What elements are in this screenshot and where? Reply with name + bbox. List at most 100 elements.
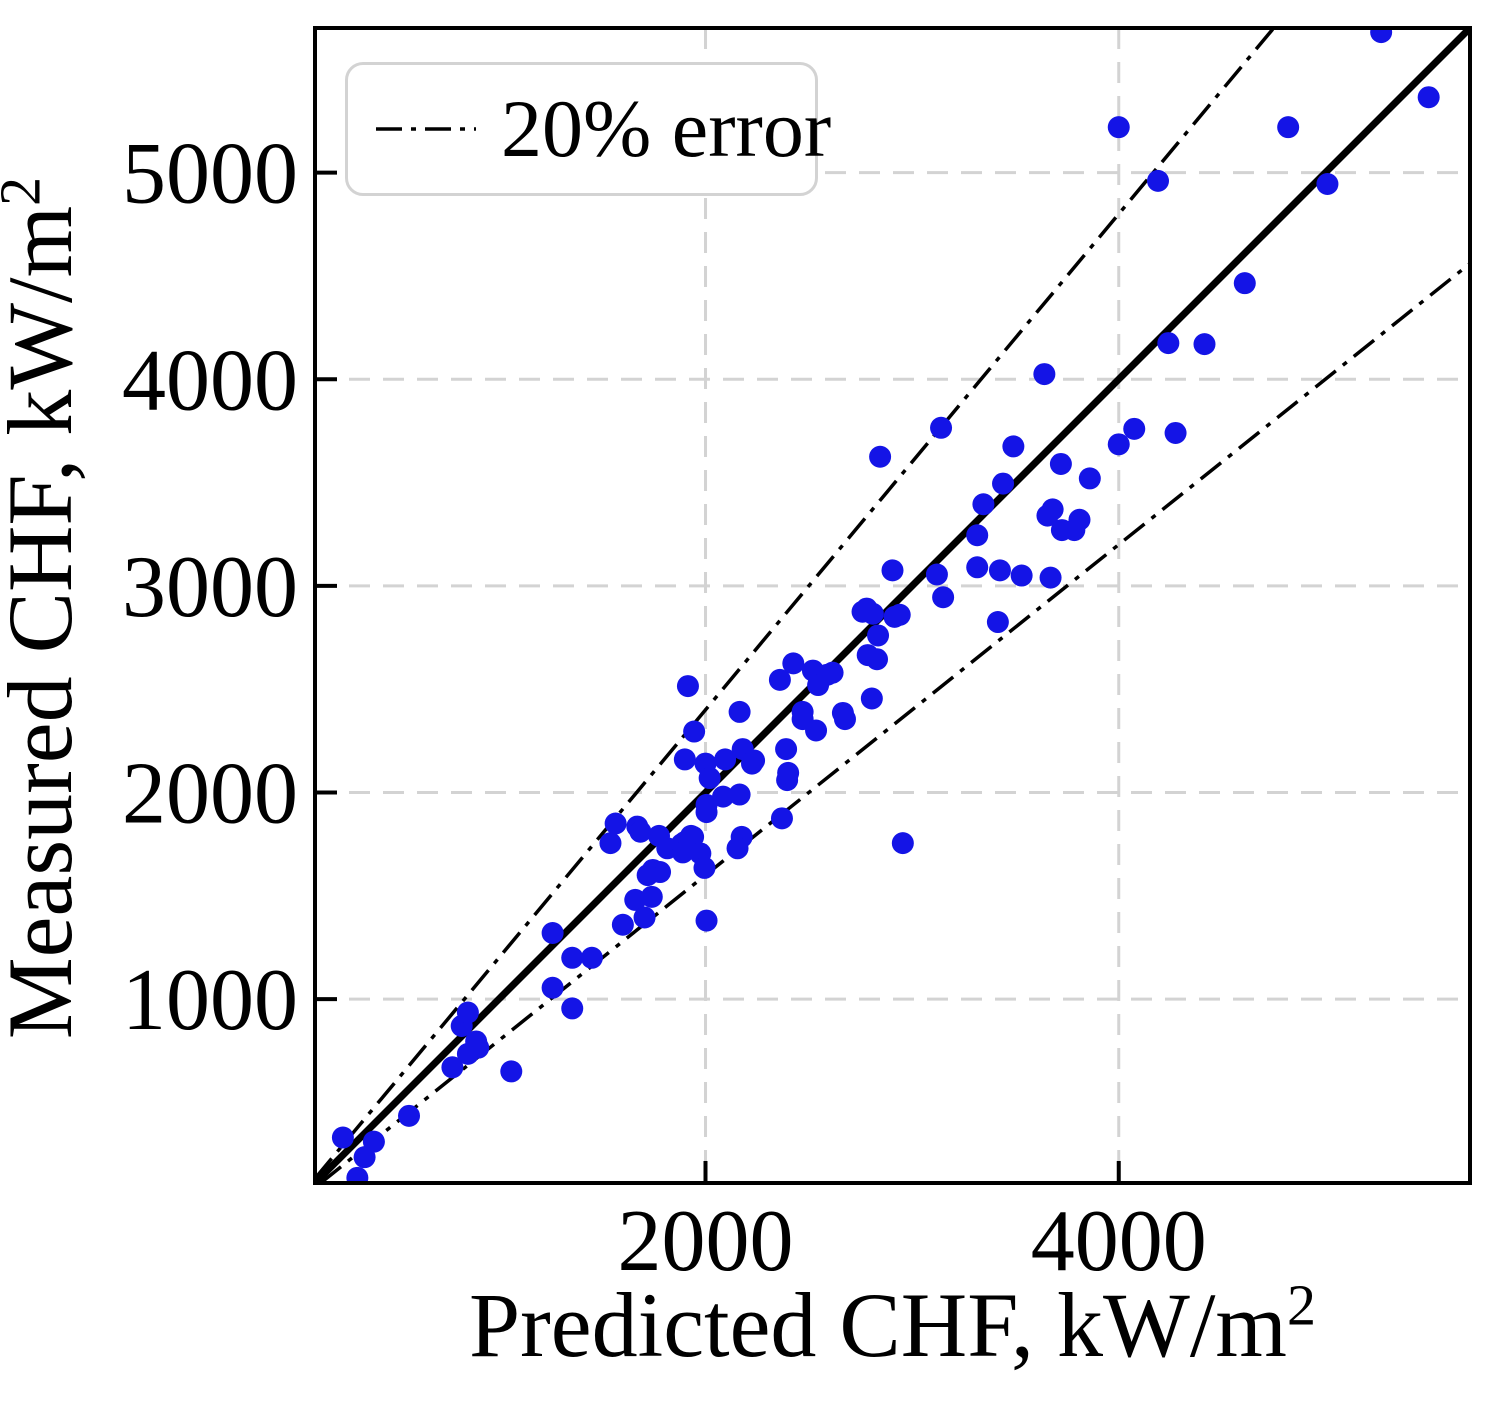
scatter-point <box>972 493 995 516</box>
scatter-point <box>640 885 663 908</box>
x-axis-label: Predicted CHF, kW/m2 <box>315 1272 1470 1378</box>
scatter-point <box>891 832 914 855</box>
y-tick-label: 1000 <box>122 952 298 1049</box>
y-axis-label-superscript: 2 <box>0 177 52 206</box>
scatter-point <box>966 524 989 547</box>
scatter-point <box>1068 508 1091 531</box>
scatter-point <box>986 611 1009 634</box>
scatter-point <box>633 906 656 929</box>
y-tick-label: 4000 <box>122 332 298 429</box>
scatter-point <box>671 841 694 864</box>
scatter-point <box>1316 172 1339 195</box>
scatter-point <box>1370 28 1393 44</box>
reference-lines <box>315 28 1470 1183</box>
scatter-point <box>695 793 718 816</box>
scatter-point <box>1039 566 1062 589</box>
scatter-point <box>682 825 705 848</box>
axes: 2000 4000 1000 2000 3000 4000 5000 <box>122 26 1472 1290</box>
scatter-point <box>988 559 1011 582</box>
scatter-point <box>1010 564 1033 587</box>
scatter-point <box>768 668 791 691</box>
scatter-point <box>728 700 751 723</box>
scatter-point <box>1123 417 1146 440</box>
scatter-point <box>693 856 716 879</box>
scatter-point <box>676 675 699 698</box>
scatter-point <box>881 559 904 582</box>
x-axis-label-text: Predicted CHF, kW/m <box>469 1274 1287 1376</box>
scatter-point <box>1147 169 1170 192</box>
scatter-point <box>561 997 584 1020</box>
scatter-point <box>500 1060 523 1083</box>
x-tick-label: 4000 <box>1031 1193 1207 1290</box>
y-tick-label: 2000 <box>122 745 298 842</box>
scatter-point <box>580 946 603 969</box>
scatter-point <box>1049 452 1072 475</box>
scatter-point <box>695 909 718 932</box>
scatter-point <box>714 748 737 771</box>
scatter-point <box>456 1042 479 1065</box>
scatter-point <box>346 1166 369 1183</box>
scatter-point <box>866 648 889 671</box>
scatter-point <box>1033 363 1056 386</box>
scatter-point <box>599 832 622 855</box>
scatter-point <box>1107 116 1130 139</box>
scatter-point <box>1157 332 1180 355</box>
y-tick-label: 5000 <box>122 126 298 223</box>
scatter-point <box>805 719 828 742</box>
scatter-point <box>1107 433 1130 456</box>
scatter-point <box>1193 333 1216 356</box>
scatter-point <box>683 720 706 743</box>
scatter-point <box>624 888 647 911</box>
error-line-minus20 <box>319 262 1470 1183</box>
scatter-point <box>728 783 751 806</box>
scatter-point <box>629 820 652 843</box>
scatter-point <box>604 812 627 835</box>
scatter-point <box>782 652 805 675</box>
scatter-point <box>441 1056 464 1079</box>
plot-border <box>313 26 1472 1185</box>
y-axis-label-text: Measured CHF, kW/m <box>0 205 91 1040</box>
legend-dashdot-line-icon <box>376 127 476 131</box>
scatter-point <box>1164 421 1187 444</box>
scatter-point <box>673 748 696 771</box>
scatter-point <box>1002 435 1025 458</box>
scatter-point <box>861 602 884 625</box>
scatter-point <box>1078 467 1101 490</box>
scatter-point <box>698 767 721 790</box>
scatter-point <box>541 921 564 944</box>
scatter-point <box>775 738 798 761</box>
scatter-point <box>611 913 634 936</box>
scatter-series <box>331 28 1440 1183</box>
scatter-point <box>966 556 989 579</box>
scatter-point <box>726 837 749 860</box>
y-tick-label: 3000 <box>122 539 298 636</box>
scatter-point <box>860 687 883 710</box>
x-tick-label: 2000 <box>618 1193 794 1290</box>
scatter-point <box>821 661 844 684</box>
error-line-plus20 <box>315 28 1276 1180</box>
scatter-point <box>636 864 659 887</box>
scatter-point <box>456 1001 479 1024</box>
scatter-point <box>930 416 953 439</box>
scatter-point <box>833 708 856 731</box>
scatter-point <box>743 749 766 772</box>
scatter-point <box>353 1146 376 1169</box>
scatter-point <box>712 785 735 808</box>
legend: 20% error <box>345 62 831 196</box>
scatter-point <box>869 445 892 468</box>
y-axis-label: Measured CHF, kW/m2 <box>0 8 93 1208</box>
scatter-point <box>770 807 793 830</box>
parity-line <box>315 28 1470 1183</box>
scatter-point <box>541 976 564 999</box>
scatter-point <box>791 700 814 723</box>
scatter-point <box>1233 272 1256 295</box>
x-axis-label-superscript: 2 <box>1286 1272 1316 1338</box>
scatter-point <box>561 946 584 969</box>
scatter-point <box>925 563 948 586</box>
scatter-point <box>1277 116 1300 139</box>
grid-lines <box>315 28 1470 1183</box>
scatter-point <box>992 472 1015 495</box>
scatter-point <box>1041 498 1064 521</box>
